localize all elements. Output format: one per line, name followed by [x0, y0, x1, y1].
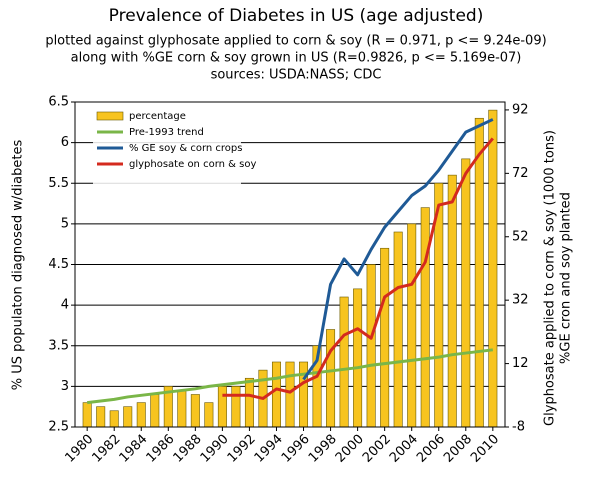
y2-tick-label: 52 — [512, 229, 529, 244]
y-tick-label: 6 — [61, 135, 69, 150]
bar — [420, 207, 430, 428]
bar — [150, 394, 160, 428]
y-tick-label: 4.5 — [48, 257, 69, 272]
bar — [96, 406, 106, 428]
x-tick-label: 2000 — [333, 432, 367, 466]
bar — [136, 402, 146, 428]
legend-label: % GE soy & corn crops — [129, 143, 242, 154]
x-tick-label: 2002 — [360, 432, 394, 466]
bar — [299, 361, 309, 428]
x-tick-label: 1982 — [90, 432, 124, 466]
x-tick-label: 1998 — [306, 432, 340, 466]
plot-frame — [74, 101, 506, 428]
bar — [109, 410, 119, 428]
legend-label: percentage — [129, 111, 186, 122]
y2-tick-label: 72 — [512, 166, 529, 181]
line — [222, 137, 494, 400]
bar — [177, 390, 187, 428]
subtitle: along with %GE corn & soy grown in US (R… — [71, 51, 522, 66]
y-tick-label: 3 — [61, 379, 69, 394]
y2-tick-label: 92 — [512, 102, 529, 117]
x-tick-label: 2004 — [387, 432, 421, 466]
bar — [326, 329, 336, 428]
subtitle: sources: USDA:NASS; CDC — [211, 68, 382, 83]
x-tick-label: 1986 — [144, 432, 178, 466]
bar — [204, 402, 214, 428]
bar — [407, 223, 417, 428]
bar — [474, 117, 484, 428]
y-axis-label: % US populaton diagnosed w/diabetes — [11, 140, 26, 391]
chart-title: Prevalence of Diabetes in US (age adjust… — [109, 6, 484, 26]
bar — [488, 109, 498, 428]
legend-label: Pre-1993 trend — [129, 127, 204, 138]
x-tick-label: 1996 — [279, 432, 313, 466]
y-tick-label: 5.5 — [48, 176, 69, 191]
y-tick-label: 5 — [61, 216, 69, 231]
bar — [393, 231, 403, 428]
x-tick-label: 1980 — [62, 432, 96, 466]
bar — [217, 386, 227, 428]
y-tick-label: 3.5 — [48, 338, 69, 353]
y2-tick-label: 12 — [512, 356, 529, 371]
bar — [82, 402, 92, 428]
x-tick-label: 1994 — [252, 432, 286, 466]
x-tick-label: 2008 — [441, 432, 475, 466]
subtitle: plotted against glyphosate applied to co… — [45, 34, 546, 49]
x-tick-label: 1990 — [198, 432, 232, 466]
y2-tick-label: 32 — [512, 293, 529, 308]
x-tick-label: 2006 — [414, 432, 448, 466]
x-tick-label: 1988 — [171, 432, 205, 466]
y2-tick-label: -8 — [512, 420, 525, 435]
x-tick-label: 1992 — [225, 432, 259, 466]
bar — [244, 377, 254, 428]
bar — [447, 174, 457, 428]
y-tick-label: 6.5 — [48, 95, 69, 110]
bar — [461, 158, 471, 428]
bar — [271, 361, 281, 428]
y2-axis-label: %GE cron and soy planted — [559, 192, 574, 364]
y-tick-label: 4 — [61, 298, 69, 313]
line — [86, 348, 494, 405]
x-tick-label: 1984 — [117, 432, 151, 466]
bar — [380, 247, 390, 428]
bar — [353, 288, 363, 428]
bar — [231, 386, 241, 428]
bar — [339, 296, 349, 428]
bar — [123, 406, 133, 428]
bar — [285, 361, 295, 428]
line — [302, 118, 494, 381]
y-tick-label: 2.5 — [48, 420, 69, 435]
bar — [190, 394, 200, 428]
bar — [366, 264, 376, 428]
legend-swatch — [96, 111, 124, 121]
y2-axis-label: Glyphosate applied to corn & soy (1000 t… — [543, 130, 558, 426]
x-tick-label: 2010 — [468, 432, 502, 466]
legend-label: glyphosate on corn & soy — [129, 159, 256, 170]
